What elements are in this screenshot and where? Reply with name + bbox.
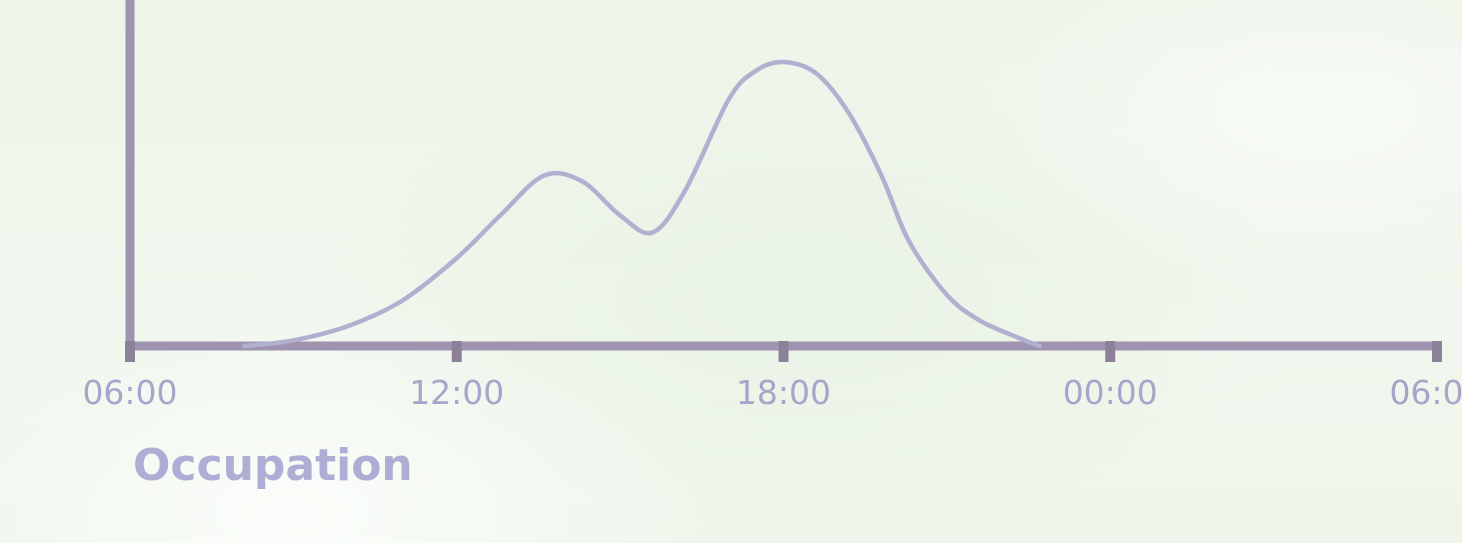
- x-axis-tick: [452, 341, 462, 362]
- chart-title: Occupation: [133, 436, 413, 496]
- x-tick-label: 18:00: [736, 373, 831, 412]
- x-tick-label: 06:00: [82, 373, 177, 412]
- x-tick-label: 12:00: [409, 373, 504, 412]
- x-axis-tick: [1432, 341, 1442, 362]
- x-axis-tick: [125, 341, 135, 362]
- x-axis-tick: [1105, 341, 1115, 362]
- x-tick-label: 06:00: [1389, 373, 1462, 412]
- chart-axes: [126, 0, 1441, 350]
- x-axis-tick-labels: 06:00 12:00 18:00 00:00 06:00: [82, 373, 1462, 412]
- x-axis-tick: [779, 341, 789, 362]
- x-tick-label: 00:00: [1063, 373, 1158, 412]
- occupation-curve: [244, 62, 1039, 346]
